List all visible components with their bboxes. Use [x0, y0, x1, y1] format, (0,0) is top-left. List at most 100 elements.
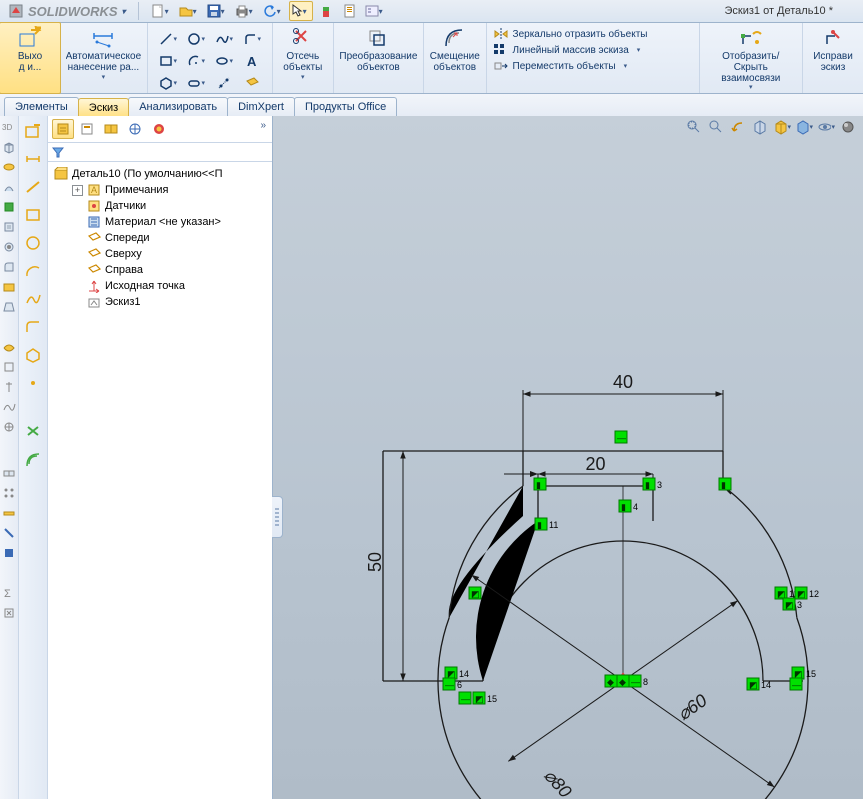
- tool-fillet[interactable]: [2, 260, 16, 274]
- print-button[interactable]: ▾: [233, 2, 259, 20]
- linear-pattern-button[interactable]: Линейный массив эскиза▾: [493, 43, 648, 57]
- sketch-entities-group: ▾ ▾ ▾ ▾ ▾ ▾ ▾ A ▾ ▾: [148, 23, 273, 93]
- tool-config[interactable]: [2, 606, 16, 620]
- tree-root[interactable]: Деталь10 (По умолчанию<<П: [50, 166, 270, 182]
- tool-revolve[interactable]: [2, 160, 16, 174]
- sk-point2[interactable]: [23, 374, 43, 392]
- tool-eq[interactable]: Σ: [2, 586, 16, 600]
- trim-button[interactable]: Отсечь объекты ▾: [273, 23, 334, 93]
- circle-tool[interactable]: ▾: [184, 29, 208, 49]
- sk-circle2[interactable]: [23, 234, 43, 252]
- tree-item[interactable]: Сверху: [50, 246, 270, 262]
- sketch-canvas[interactable]: *402050⌀80⌀60—▮▮3▮▮4▮11◩12◩11◩12◩3◩14◩15…: [273, 116, 863, 799]
- fm-collapse-icon[interactable]: »: [260, 120, 266, 131]
- spline-tool[interactable]: ▾: [212, 29, 236, 49]
- arc-tool[interactable]: ▾: [184, 51, 208, 71]
- origin-icon: [87, 279, 101, 293]
- tree-item[interactable]: Спереди: [50, 230, 270, 246]
- sk-trim2[interactable]: [23, 422, 43, 440]
- options-button[interactable]: [339, 2, 361, 20]
- svg-text:▮: ▮: [536, 480, 541, 490]
- sk-dim[interactable]: [23, 150, 43, 168]
- line-tool[interactable]: ▾: [156, 29, 180, 49]
- slot-tool[interactable]: ▾: [184, 73, 208, 93]
- move-label: Переместить объекты: [513, 61, 616, 72]
- polygon-tool[interactable]: ▾: [156, 73, 180, 93]
- convert-button[interactable]: Преобразование объектов: [334, 23, 424, 93]
- plane-tool[interactable]: [240, 73, 264, 93]
- tool-mate[interactable]: [2, 466, 16, 480]
- graphics-area[interactable]: ▾ ▾ ▾ *402050⌀80⌀60—▮▮3▮▮4▮11◩12◩11◩12◩3…: [273, 116, 863, 799]
- fm-tab-dim[interactable]: [124, 119, 146, 139]
- tool-shell[interactable]: [2, 280, 16, 294]
- move-button[interactable]: Переместить объекты▾: [493, 59, 648, 73]
- tool-cube[interactable]: [2, 140, 16, 154]
- repair-sketch-button[interactable]: Исправи эскиз: [803, 23, 863, 93]
- tool-surface[interactable]: [2, 340, 16, 354]
- sk-offset2[interactable]: [23, 450, 43, 468]
- svg-text:—: —: [631, 677, 640, 687]
- fm-filter-bar[interactable]: [48, 143, 272, 162]
- tool-rib[interactable]: [2, 300, 16, 314]
- tool-section2[interactable]: [2, 526, 16, 540]
- tree-item[interactable]: Датчики: [50, 198, 270, 214]
- rectangle-tool[interactable]: ▾: [156, 51, 180, 71]
- tree-item[interactable]: Справа: [50, 262, 270, 278]
- tab-evaluate[interactable]: Анализировать: [128, 97, 228, 116]
- exit-sketch-button[interactable]: Выхо д и...: [0, 22, 61, 94]
- tool-mass[interactable]: [2, 546, 16, 560]
- rebuild-button[interactable]: [315, 2, 337, 20]
- tree-item[interactable]: Материал <не указан>: [50, 214, 270, 230]
- point-tool[interactable]: [212, 73, 236, 93]
- sk-fillet2[interactable]: [23, 318, 43, 336]
- fm-tab-config[interactable]: [100, 119, 122, 139]
- tab-features[interactable]: Элементы: [4, 97, 79, 116]
- tab-sketch[interactable]: Эскиз: [78, 98, 129, 117]
- tool-ref[interactable]: [2, 420, 16, 434]
- tree-item[interactable]: +AПримечания: [50, 182, 270, 198]
- sk-poly2[interactable]: [23, 346, 43, 364]
- tree-item[interactable]: Исходная точка: [50, 278, 270, 294]
- tool-cut[interactable]: [2, 220, 16, 234]
- tool-axis[interactable]: [2, 380, 16, 394]
- mirror-button[interactable]: Зеркально отразить объекты: [493, 27, 648, 41]
- text-tool[interactable]: A: [240, 51, 264, 71]
- sk-arc2[interactable]: [23, 262, 43, 280]
- settings-button[interactable]: ▾: [363, 2, 389, 20]
- fm-tab-tree[interactable]: [52, 119, 74, 139]
- ellipse-tool[interactable]: ▾: [212, 51, 236, 71]
- smart-dimension-button[interactable]: Автоматическое нанесение ра... ▾: [60, 23, 148, 93]
- part-icon: [54, 167, 68, 181]
- tool-3d[interactable]: 3D: [2, 120, 16, 134]
- display-relations-button[interactable]: Отобразить/Скрыть взаимосвязи ▾: [700, 23, 803, 93]
- tool-curve[interactable]: [2, 400, 16, 414]
- fillet-tool[interactable]: ▾: [240, 29, 264, 49]
- tool-pattern[interactable]: [2, 486, 16, 500]
- sk-sketch[interactable]: [23, 122, 43, 140]
- tool-plane2[interactable]: [2, 360, 16, 374]
- offset-button[interactable]: Смещение объектов: [424, 23, 487, 93]
- open-button[interactable]: ▾: [177, 2, 203, 20]
- app-menu-dropdown[interactable]: ▾: [122, 7, 126, 16]
- sk-line2[interactable]: [23, 178, 43, 196]
- svg-text:15: 15: [806, 669, 816, 679]
- select-button[interactable]: ▾: [289, 1, 313, 21]
- undo-button[interactable]: ▾: [261, 2, 287, 20]
- tree-item[interactable]: Эскиз1: [50, 294, 270, 310]
- fm-tab-prop[interactable]: [76, 119, 98, 139]
- sk-rect2[interactable]: [23, 206, 43, 224]
- tree-item-label: Материал <не указан>: [105, 216, 221, 228]
- save-button[interactable]: ▾: [205, 2, 231, 20]
- tool-hole[interactable]: [2, 240, 16, 254]
- tool-loft[interactable]: [2, 200, 16, 214]
- sk-spline2[interactable]: [23, 290, 43, 308]
- tab-office[interactable]: Продукты Office: [294, 97, 397, 116]
- tool-measure[interactable]: [2, 506, 16, 520]
- tree-item-label: Эскиз1: [105, 296, 141, 308]
- fm-tab-render[interactable]: [148, 119, 170, 139]
- expand-icon[interactable]: +: [72, 185, 83, 196]
- tab-dimxpert[interactable]: DimXpert: [227, 97, 295, 116]
- svg-text:4: 4: [633, 502, 638, 512]
- new-button[interactable]: ▾: [149, 2, 175, 20]
- tool-sweep[interactable]: [2, 180, 16, 194]
